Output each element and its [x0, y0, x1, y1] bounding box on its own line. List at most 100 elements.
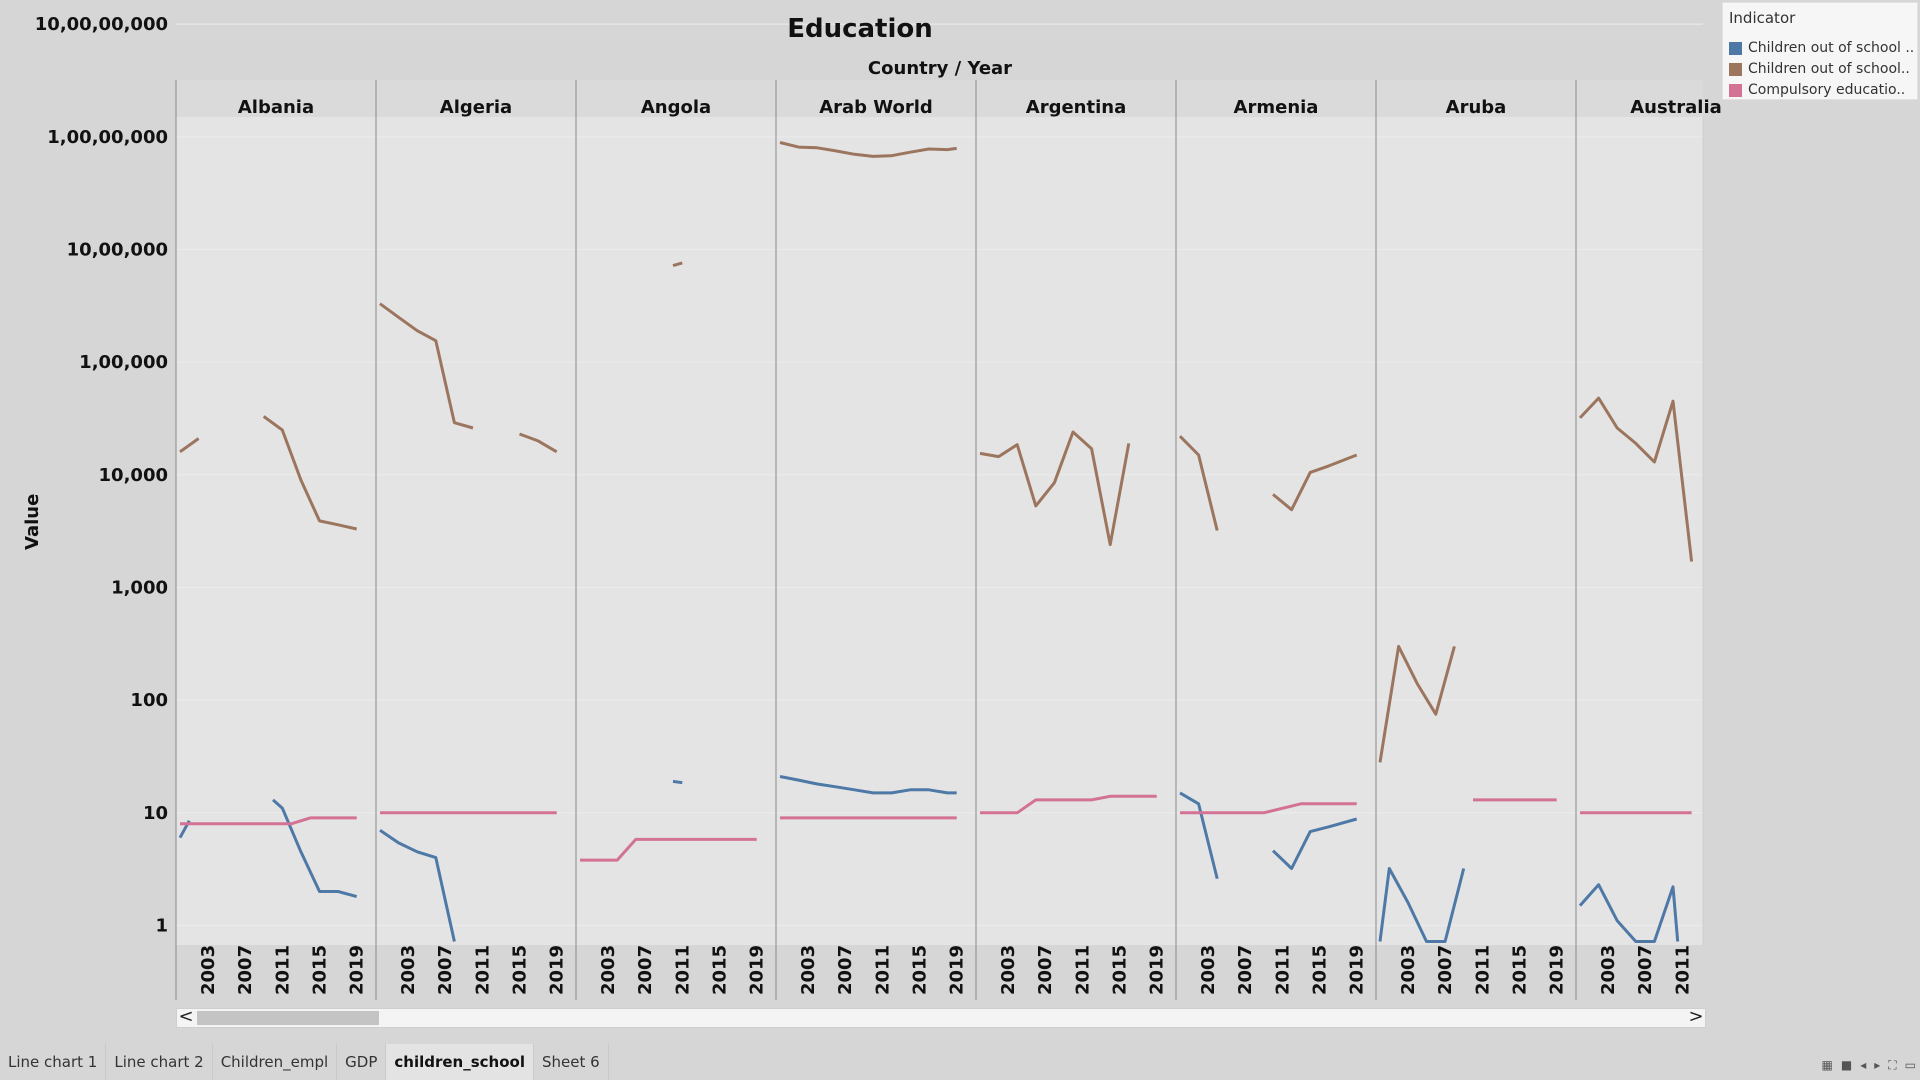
x-tick-label: 2011 — [672, 945, 693, 995]
y-tick-label: 1,00,000 — [79, 352, 168, 373]
status-icons: ▦ ■ ◂ ▸ ⛶ ▭ — [1822, 1058, 1917, 1073]
tab-sheet-6[interactable]: Sheet 6 — [534, 1044, 609, 1080]
y-tick-label: 1 — [155, 915, 168, 936]
x-tick-label: 2003 — [1598, 945, 1619, 995]
series-line — [1578, 883, 1680, 943]
panel-header-algeria: Algeria — [440, 97, 512, 118]
x-tick-label: 2019 — [1347, 945, 1368, 995]
legend-item-children-out-of-school-2[interactable]: Children out of school.. — [1729, 60, 1913, 78]
x-tick-label: 2007 — [835, 945, 856, 995]
x-tick-label: 2011 — [272, 945, 293, 995]
fullscreen-icon[interactable]: ⛶ — [1888, 1058, 1897, 1072]
panel-header-angola: Angola — [641, 97, 711, 118]
grid-view-icon[interactable]: ▦ — [1821, 1058, 1833, 1072]
legend-label: Compulsory educatio.. — [1748, 82, 1906, 98]
x-tick-label: 2011 — [872, 945, 893, 995]
x-tick-label: 2011 — [1072, 945, 1093, 995]
x-tick-label: 2007 — [435, 945, 456, 995]
y-tick-label: 10,00,00,000 — [35, 14, 168, 35]
y-tick-label: 10 — [143, 803, 168, 824]
x-tick-label: 2003 — [198, 945, 219, 995]
tab-line-chart-2[interactable]: Line chart 2 — [106, 1044, 213, 1080]
x-tick-label: 2015 — [310, 945, 331, 995]
tab-children-empl[interactable]: Children_empl — [213, 1044, 338, 1080]
x-tick-label: 2003 — [1398, 945, 1419, 995]
legend-title: Indicator — [1729, 9, 1796, 27]
legend-label: Children out of school.. — [1748, 61, 1910, 77]
chart-subtitle: Country / Year — [867, 58, 1013, 79]
x-tick-label: 2015 — [1510, 945, 1531, 995]
legend-item-children-out-of-school-1[interactable]: Children out of school .. — [1729, 39, 1913, 57]
legend-label: Children out of school .. — [1748, 40, 1913, 56]
tab-children-school[interactable]: children_school — [386, 1044, 534, 1080]
sheet-view-icon[interactable]: ■ — [1840, 1058, 1853, 1072]
series-line — [180, 816, 357, 826]
series-line — [1272, 453, 1358, 512]
series-line — [672, 779, 683, 785]
presentation-icon[interactable]: ▭ — [1904, 1058, 1916, 1072]
legend: Indicator Children out of school .. Chil… — [1722, 2, 1918, 100]
series-line — [1578, 396, 1694, 562]
x-tick-label: 2003 — [998, 945, 1019, 995]
y-tick-label: 1,000 — [111, 577, 168, 598]
x-tick-label: 2003 — [398, 945, 419, 995]
series-line — [379, 302, 474, 430]
series-line — [1178, 435, 1219, 531]
series-line — [1180, 802, 1357, 815]
series-line — [1271, 817, 1358, 870]
x-tick-label: 2007 — [1435, 945, 1456, 995]
y-tick-label: 10,00,000 — [67, 239, 168, 260]
x-tick-label: 2019 — [547, 945, 568, 995]
series-line — [980, 794, 1157, 815]
legend-swatch — [1729, 41, 1742, 55]
plot-area — [176, 117, 1703, 945]
scroll-left-button[interactable]: < — [178, 1006, 194, 1027]
x-tick-label: 2019 — [947, 945, 968, 995]
horizontal-scrollbar[interactable]: < > — [176, 1008, 1706, 1028]
x-tick-label: 2011 — [1272, 945, 1293, 995]
x-tick-label: 2011 — [1472, 945, 1493, 995]
x-tick-label: 2007 — [1635, 945, 1656, 995]
header-band — [176, 80, 1703, 117]
legend-swatch — [1729, 62, 1742, 76]
series-line — [518, 432, 558, 454]
panel-header-australia: Australia — [1630, 97, 1722, 118]
scroll-thumb[interactable] — [197, 1011, 379, 1025]
series-line — [979, 430, 1131, 547]
series-line — [1179, 791, 1219, 880]
x-tick-label: 2015 — [710, 945, 731, 995]
scroll-right-button[interactable]: > — [1688, 1006, 1704, 1027]
tab-line-chart-1[interactable]: Line chart 1 — [0, 1044, 107, 1080]
series-line — [272, 798, 358, 899]
series-line — [779, 141, 957, 158]
series-line — [179, 437, 200, 454]
y-tick-label: 100 — [130, 690, 168, 711]
y-tick-label: 1,00,00,000 — [47, 127, 168, 148]
prev-sheet-icon[interactable]: ◂ — [1860, 1058, 1867, 1072]
tab-gdp[interactable]: GDP — [337, 1044, 387, 1080]
chart-title: Education — [787, 14, 933, 44]
next-sheet-icon[interactable]: ▸ — [1874, 1058, 1881, 1072]
series-line — [262, 415, 358, 531]
x-tick-label: 2019 — [1547, 945, 1568, 995]
legend-item-compulsory-education[interactable]: Compulsory educatio.. — [1729, 81, 1913, 99]
line-chart: 1 10 100 1,000 10,000 1,00,000 10,00,000 1,00,0… — [35, 14, 1722, 1000]
x-tick-label: 2019 — [347, 945, 368, 995]
panel-header-arab-world: Arab World — [819, 97, 933, 118]
y-tick-label: 10,000 — [99, 465, 168, 486]
x-tick-label: 2011 — [472, 945, 493, 995]
series-line — [379, 828, 456, 942]
x-tick-label: 2007 — [235, 945, 256, 995]
series-line — [580, 837, 757, 862]
x-tick-label: 2015 — [510, 945, 531, 995]
series-line — [1378, 644, 1456, 763]
x-tick-label: 2007 — [1235, 945, 1256, 995]
series-line — [1378, 867, 1466, 943]
y-axis-label: Value — [22, 493, 43, 550]
x-tick-label: 2003 — [1198, 945, 1219, 995]
y-axis-label-wrap[interactable]: Value — [22, 480, 58, 560]
x-tick-label: 2011 — [1672, 945, 1693, 995]
x-tick-label: 2015 — [910, 945, 931, 995]
x-tick-label: 2015 — [1110, 945, 1131, 995]
sheet-tabs: Line chart 1 Line chart 2 Children_empl … — [0, 1044, 609, 1080]
